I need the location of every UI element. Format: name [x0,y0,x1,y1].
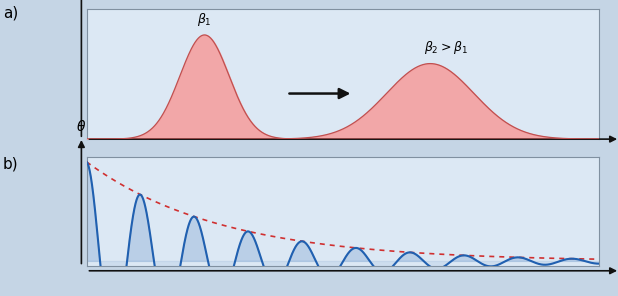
Text: b): b) [3,157,19,172]
Text: $\theta$: $\theta$ [76,119,87,134]
Text: a): a) [3,6,19,21]
Text: $\beta_2>\beta_1$: $\beta_2>\beta_1$ [423,39,468,56]
Text: $\beta_1$: $\beta_1$ [197,12,212,28]
